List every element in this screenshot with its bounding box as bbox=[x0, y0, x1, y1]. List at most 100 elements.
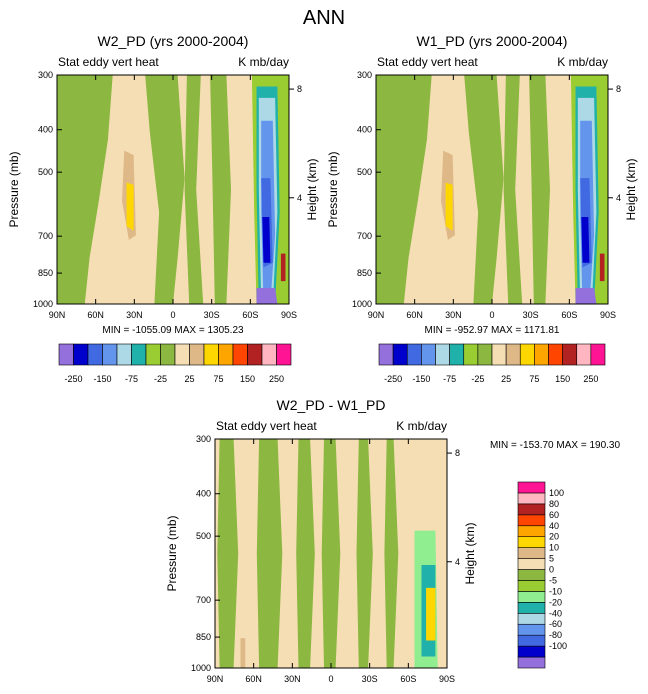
contour-region-sh-min bbox=[581, 217, 590, 263]
panel-title: W1_PD (yrs 2000-2004) bbox=[417, 33, 568, 49]
y-tick-label: 500 bbox=[38, 167, 53, 177]
colorbar-swatch bbox=[548, 343, 563, 366]
min-max-label: MIN = -153.70 MAX = 190.30 bbox=[490, 440, 621, 451]
colorbar-label: 0 bbox=[549, 565, 554, 575]
y-tick-label: 400 bbox=[38, 125, 53, 135]
colorbar-swatch bbox=[203, 343, 219, 366]
colorbar-swatch bbox=[58, 343, 74, 366]
y-tick-label: 850 bbox=[196, 632, 211, 642]
colorbar-label: -75 bbox=[125, 374, 138, 384]
colorbar-label: -250 bbox=[64, 374, 82, 384]
colorbar-label: 75 bbox=[529, 374, 539, 384]
panel-w1-pd: W1_PD (yrs 2000-2004) Stat eddy vert heat… bbox=[326, 33, 638, 384]
contour-region-nh-max bbox=[126, 182, 134, 231]
colorbar-swatch bbox=[102, 343, 118, 366]
colorbar-label: -75 bbox=[443, 374, 456, 384]
subtitle-left: Stat eddy vert heat bbox=[58, 55, 159, 69]
colorbar-swatch bbox=[174, 343, 190, 366]
contour-region-negative-band-1 bbox=[217, 439, 239, 668]
y-tick-label: 400 bbox=[196, 489, 211, 499]
colorbar-label: 10 bbox=[549, 543, 559, 553]
right-tick-label: 4 bbox=[616, 193, 621, 203]
right-tick-label: 4 bbox=[455, 557, 460, 567]
x-tick-label: 90S bbox=[439, 674, 455, 684]
x-tick-label: 0 bbox=[170, 310, 175, 320]
contour-region-sh-max bbox=[599, 253, 605, 282]
colorbar-label: 60 bbox=[549, 510, 559, 520]
contour-region-tropics-negative bbox=[464, 75, 504, 304]
colorbar-label: 5 bbox=[549, 554, 554, 564]
x-tick-label: 0 bbox=[328, 674, 333, 684]
contour-region-sh-max bbox=[280, 253, 286, 282]
y-tick-label: 1000 bbox=[191, 663, 211, 673]
colorbar-swatch bbox=[517, 656, 546, 669]
colorbar-swatch bbox=[534, 343, 549, 366]
x-tick-label: 60N bbox=[406, 310, 423, 320]
colorbar-swatch bbox=[189, 343, 205, 366]
colorbar-label: 250 bbox=[583, 374, 598, 384]
contour-region-sh-min bbox=[262, 217, 271, 263]
colorbar-swatch bbox=[421, 343, 436, 366]
colorbar-swatch bbox=[517, 514, 546, 527]
x-tick-label: 60S bbox=[242, 310, 258, 320]
colorbar-label: -150 bbox=[412, 374, 430, 384]
colorbar-swatch bbox=[517, 623, 546, 636]
colorbar-label: -150 bbox=[93, 374, 111, 384]
colorbar-label: -100 bbox=[549, 641, 567, 651]
colorbar-swatch bbox=[261, 343, 277, 366]
contour-region-tropics-band bbox=[184, 75, 204, 304]
contour-region-negative-band-3 bbox=[296, 439, 315, 668]
colorbar-swatch bbox=[449, 343, 465, 366]
colorbar-swatch bbox=[517, 591, 546, 603]
right-tick-label: 8 bbox=[297, 84, 302, 94]
y-tick-label: 700 bbox=[38, 231, 53, 241]
panel-title: W2_PD (yrs 2000-2004) bbox=[98, 33, 249, 49]
colorbar-label: 40 bbox=[549, 521, 559, 531]
subtitle-right: K mb/day bbox=[557, 55, 608, 69]
colorbar-swatch bbox=[392, 343, 408, 366]
colorbar-swatch bbox=[131, 343, 147, 366]
subtitle-left: Stat eddy vert heat bbox=[216, 419, 317, 433]
colorbar-label: 150 bbox=[240, 374, 255, 384]
panel-difference: W2_PD - W1_PD Stat eddy vert heat K mb/day… bbox=[165, 397, 620, 684]
x-tick-label: 30N bbox=[284, 674, 301, 684]
x-tick-label: 30N bbox=[445, 310, 462, 320]
contour-region-sh-positive bbox=[426, 587, 436, 641]
colorbar-swatch bbox=[517, 547, 546, 559]
y-tick-label: 300 bbox=[196, 434, 211, 444]
min-max-label: MIN = -952.97 MAX = 1171.81 bbox=[425, 325, 560, 336]
contour-region-negative-band-6 bbox=[384, 439, 399, 668]
colorbar-swatch bbox=[517, 580, 546, 592]
colorbar-swatch bbox=[517, 536, 546, 548]
colorbar-swatch bbox=[247, 343, 263, 366]
contour-region-sh-surface bbox=[575, 288, 597, 304]
x-tick-label: 30S bbox=[362, 674, 378, 684]
colorbar-label: -40 bbox=[549, 608, 562, 618]
colorbar-label: 80 bbox=[549, 499, 559, 509]
y-tick-label: 300 bbox=[357, 70, 372, 80]
right-axis-title: Height (km) bbox=[305, 158, 319, 220]
subtitle-right: K mb/day bbox=[238, 55, 289, 69]
colorbar-swatch bbox=[517, 558, 546, 570]
colorbar-label: 25 bbox=[501, 374, 511, 384]
x-tick-label: 60N bbox=[245, 674, 262, 684]
colorbar-label: -60 bbox=[549, 619, 562, 629]
y-tick-label: 850 bbox=[357, 268, 372, 278]
right-axis-title: Height (km) bbox=[624, 158, 638, 220]
y-axis-title: Pressure (mb) bbox=[7, 151, 21, 227]
y-tick-label: 500 bbox=[357, 167, 372, 177]
colorbar-swatch bbox=[477, 343, 493, 366]
colorbar-swatch bbox=[116, 343, 132, 366]
colorbar-swatch bbox=[517, 612, 546, 625]
subtitle-right: K mb/day bbox=[396, 419, 447, 433]
y-axis-title: Pressure (mb) bbox=[165, 515, 179, 591]
colorbar-swatch bbox=[519, 343, 535, 366]
x-tick-label: 90S bbox=[600, 310, 616, 320]
y-tick-label: 400 bbox=[357, 125, 372, 135]
contour-region-negative-band-2 bbox=[256, 439, 283, 668]
colorbar-label: -20 bbox=[549, 597, 562, 607]
colorbar-label: -250 bbox=[384, 374, 402, 384]
colorbar-swatch bbox=[435, 343, 450, 366]
colorbar-label: 20 bbox=[549, 532, 559, 542]
colorbar-label: 100 bbox=[549, 488, 564, 498]
